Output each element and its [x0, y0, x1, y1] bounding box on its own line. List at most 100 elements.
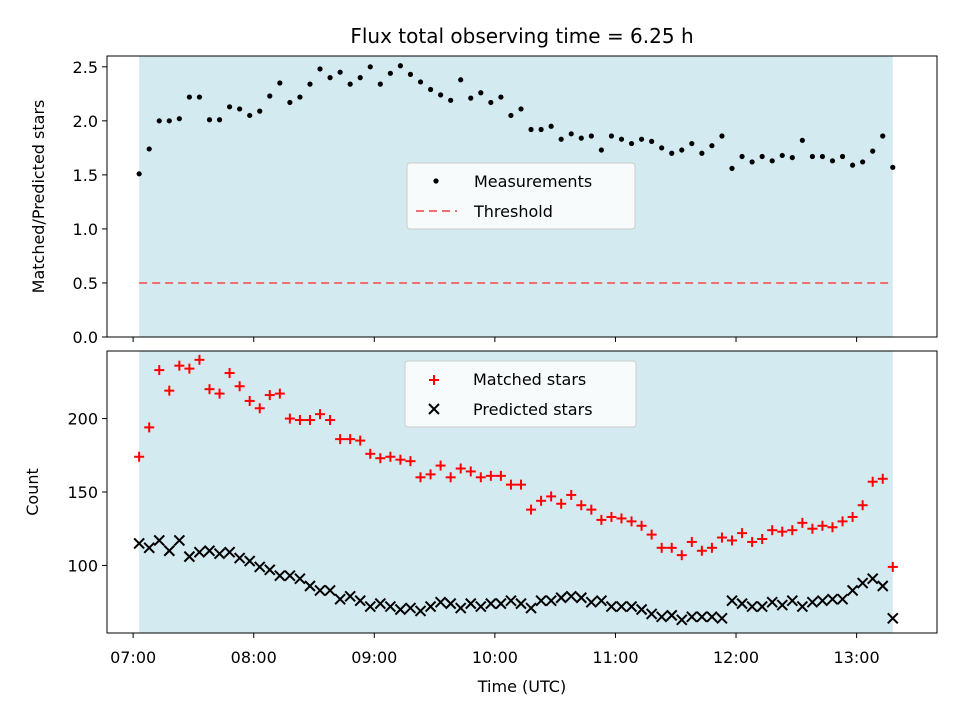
matched-star-point [797, 517, 808, 528]
measurement-point [417, 79, 424, 85]
matched-star-point [154, 365, 165, 376]
predicted-star-point [233, 552, 246, 564]
matched-star-point [274, 388, 285, 399]
matched-star-point [566, 489, 577, 500]
predicted-star-point [756, 600, 768, 613]
matched-star-point [716, 532, 727, 543]
matched-star-point [284, 413, 295, 424]
predicted-star-point [183, 550, 196, 563]
measurement-point [206, 117, 213, 123]
matched-star-point [787, 525, 798, 536]
matched-star-point [164, 385, 175, 396]
measurement-point [307, 81, 313, 87]
measurement-point [267, 93, 273, 99]
measurement-point [156, 118, 162, 124]
matched-star-point [475, 472, 486, 483]
matched-star-point [184, 363, 195, 374]
predicted-star-point [193, 546, 206, 558]
matched-star-point [857, 500, 868, 511]
measurement-point [699, 150, 705, 156]
matched-star-point [445, 472, 456, 483]
predicted-star-point [344, 590, 356, 602]
predicted-star-point [434, 596, 447, 608]
predicted-star-point [284, 570, 296, 582]
predicted-star-point [535, 594, 547, 607]
matched-star-point [596, 514, 607, 525]
measurement-point [297, 94, 303, 100]
ratio-y-tick-label: 1.5 [73, 166, 98, 185]
predicted-star-point [846, 584, 859, 597]
matched-star-point [646, 529, 657, 540]
matched-star-point [556, 498, 567, 509]
measurement-point [407, 71, 414, 77]
predicted-star-point [505, 594, 517, 607]
predicted-star-point [243, 555, 256, 567]
predicted-star-point [696, 611, 708, 623]
matched-star-point [515, 479, 526, 490]
predicted-star-point [324, 584, 336, 597]
predicted-star-point [836, 593, 849, 605]
measurement-point [829, 158, 836, 164]
matched-star-point [666, 542, 677, 553]
matched-star-point [264, 390, 275, 401]
measurement-point [809, 153, 815, 160]
predicted-star-point [454, 602, 467, 614]
measurement-point [628, 140, 635, 147]
measurement-point [669, 150, 675, 156]
predicted-star-point [264, 564, 276, 576]
matched-star-point [385, 451, 396, 462]
predicted-star-point [615, 600, 628, 613]
matched-star-point [174, 360, 185, 371]
predicted-star-point [776, 599, 788, 611]
matched-star-point [224, 368, 235, 379]
predicted-star-point [414, 605, 427, 617]
matched-star-point [867, 476, 878, 487]
ratio-x-ticks [132, 337, 858, 342]
predicted-star-point [384, 600, 397, 613]
measurement-point [598, 147, 604, 153]
ratio-plot-frame [106, 55, 938, 338]
predicted-star-point [254, 561, 266, 573]
legend-matched-label: Matched stars [473, 370, 586, 389]
x-tick-label: 11:00 [592, 648, 638, 667]
x-tick-label: 13:00 [834, 648, 880, 667]
measurement-point [146, 146, 152, 152]
predicted-star-point [796, 600, 809, 613]
measurement-point [608, 133, 615, 139]
predicted-star-point [726, 594, 738, 607]
measurement-point [327, 75, 333, 81]
predicted-star-point [585, 596, 598, 608]
predicted-star-point [334, 593, 346, 605]
measurement-point [166, 118, 172, 124]
matched-star-point [325, 415, 336, 426]
predicted-star-point [595, 594, 608, 607]
count-y-axis-label: Count [23, 468, 42, 516]
measurement-point [618, 136, 625, 142]
legend-matched-marker [429, 375, 439, 385]
predicted-star-point [153, 534, 165, 547]
legend-predicted-label: Predicted stars [473, 400, 593, 419]
measurement-point [337, 69, 343, 75]
predicted-star-point [625, 600, 638, 613]
measurement-point [860, 159, 866, 165]
count-y-ticks: 100 150 200 [67, 410, 107, 575]
predicted-star-point [706, 611, 718, 623]
measurement-point [558, 136, 564, 142]
predicted-star-point [676, 614, 688, 626]
matched-star-point [656, 542, 667, 553]
matched-star-point [365, 448, 376, 459]
matched-star-point [435, 460, 446, 471]
measurement-point [749, 159, 755, 165]
ratio-y-tick-label: 1.0 [73, 220, 98, 239]
predicted-star-point [655, 611, 668, 623]
matched-star-point [546, 491, 557, 502]
predicted-star-point [666, 609, 678, 622]
predicted-star-point [645, 608, 658, 620]
matched-star-point [636, 520, 647, 531]
predicted-star-point [314, 584, 326, 597]
ratio-y-tick-label: 2.5 [73, 58, 98, 77]
matched-star-point [304, 415, 315, 426]
measurement-point [649, 138, 655, 144]
measurement-point [578, 135, 584, 141]
ratio-panel: 0.0 0.5 1.0 1.5 2.0 2.5 Flux total observing … [29, 24, 938, 347]
